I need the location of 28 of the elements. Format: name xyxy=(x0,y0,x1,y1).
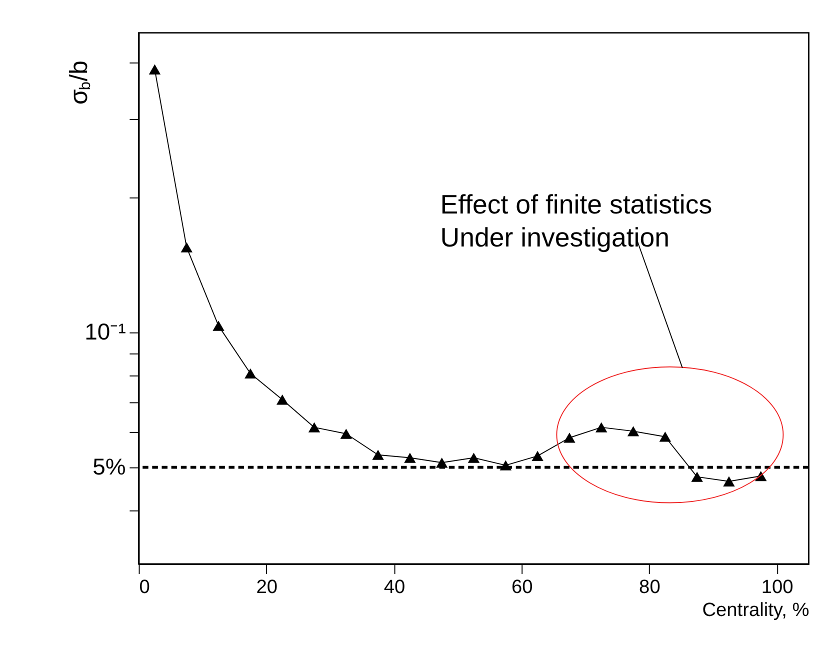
point xyxy=(372,450,384,460)
point xyxy=(340,428,352,439)
y-axis-title: σb/b xyxy=(65,60,94,105)
x-tick-label: 60 xyxy=(511,577,533,598)
point xyxy=(212,320,224,331)
x-axis-title: Centrality, % xyxy=(702,600,810,622)
y-tick-label: 5% xyxy=(92,453,126,480)
point xyxy=(659,432,672,442)
point xyxy=(148,64,161,74)
y-tick-label: 10⁻¹ xyxy=(84,318,126,345)
point xyxy=(564,432,576,443)
point xyxy=(627,426,640,436)
point xyxy=(596,422,608,432)
x-tick-label: 20 xyxy=(256,577,278,598)
point xyxy=(308,422,320,432)
x-tick-label: 80 xyxy=(639,577,660,598)
point xyxy=(691,472,703,482)
point xyxy=(276,394,288,405)
annotation: Effect of finite statistics Under investigation xyxy=(440,190,712,252)
point xyxy=(532,450,544,462)
x-tick-label: 100 xyxy=(761,577,794,598)
point xyxy=(180,242,192,252)
point xyxy=(723,476,735,486)
point xyxy=(468,452,480,463)
point xyxy=(244,368,256,379)
x-tick-label: 40 xyxy=(384,577,406,598)
point xyxy=(404,452,416,463)
x-tick-label: 0 xyxy=(139,577,150,598)
